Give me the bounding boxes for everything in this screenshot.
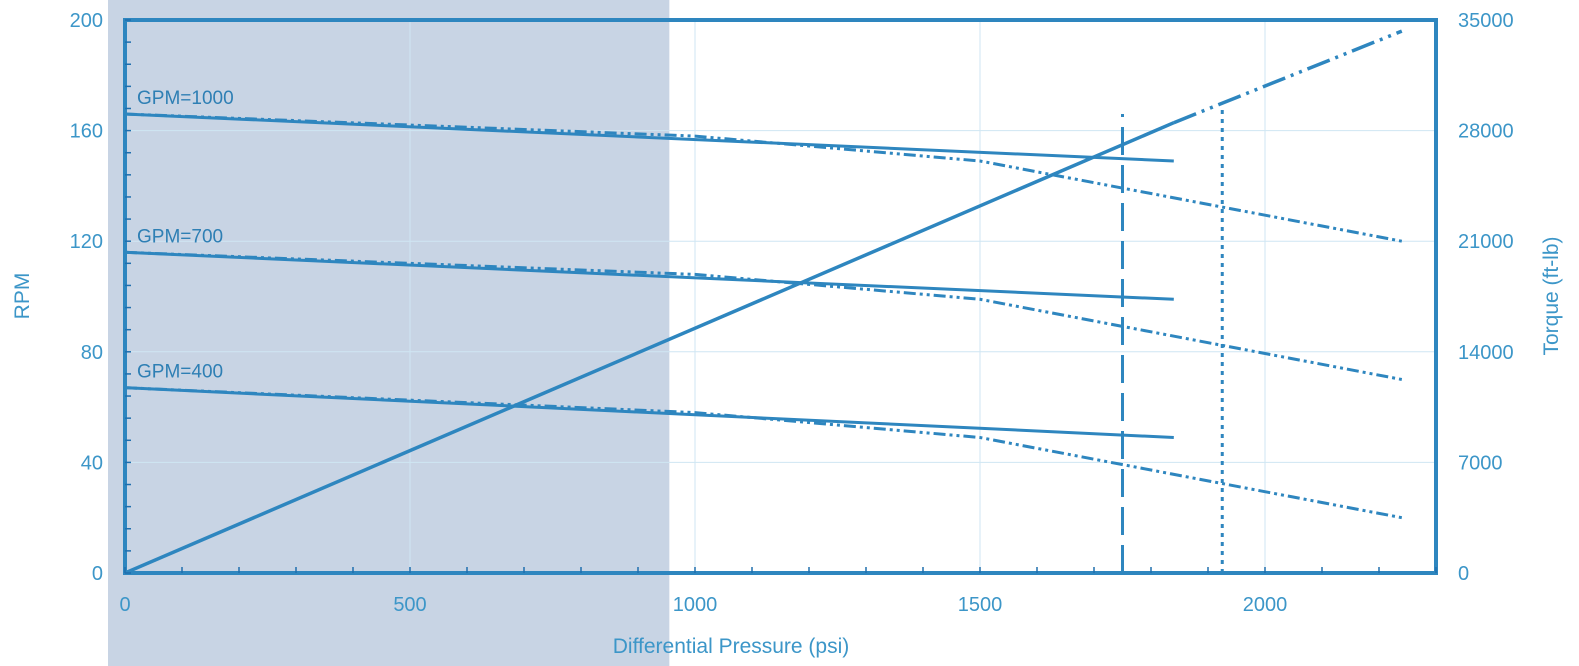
x-tick-label: 1500 <box>958 594 1003 616</box>
x-axis-title: Differential Pressure (psi) <box>613 635 850 658</box>
torque-solid-line <box>124 121 1175 575</box>
axis-ticks: 0 500 1000 1500 2000040801201602000700014000… <box>70 10 1514 616</box>
grid-lines <box>125 20 1436 573</box>
y2-tick-label: 28000 <box>1458 121 1514 143</box>
plot-frame <box>123 18 1438 575</box>
y-tick-label: 40 <box>81 452 103 474</box>
torque-dashed-line <box>1173 29 1403 125</box>
rpm-dashed-line <box>124 386 1403 520</box>
rpm-dashed-line <box>124 112 1403 243</box>
y-tick-label: 120 <box>70 231 103 253</box>
series-label: GPM=1000 <box>137 88 234 109</box>
series-label: GPM=700 <box>137 226 223 247</box>
x-tick-label: 2000 <box>1243 594 1288 616</box>
y2-tick-label: 14000 <box>1458 342 1514 364</box>
x-tick-label: 500 <box>393 594 426 616</box>
y-tick-label: 160 <box>70 121 103 143</box>
x-tick-label: 1000 <box>673 594 718 616</box>
rpm-solid-line <box>124 112 1174 163</box>
shaded-region <box>108 0 670 666</box>
y-tick-label: 0 <box>92 563 103 585</box>
data-series: GPM=1000 GPM=700 GPM=400 <box>124 29 1403 575</box>
y2-tick-label: 7000 <box>1458 452 1503 474</box>
plot-border <box>123 18 1438 575</box>
y-tick-label: 200 <box>70 10 103 32</box>
x-tick-label: 0 <box>119 594 130 616</box>
y2-tick-label: 35000 <box>1458 10 1514 32</box>
y-axis-title: RPM <box>11 273 34 320</box>
rpm-solid-line <box>124 250 1174 301</box>
y2-tick-label: 21000 <box>1458 231 1514 253</box>
y2-tick-label: 0 <box>1458 563 1469 585</box>
rpm-solid-line <box>124 386 1174 439</box>
rpm-dashed-line <box>124 250 1403 381</box>
y2-axis-title: Torque (ft-lb) <box>1540 236 1563 355</box>
y-tick-label: 80 <box>81 342 103 364</box>
series-label: GPM=400 <box>137 362 223 383</box>
